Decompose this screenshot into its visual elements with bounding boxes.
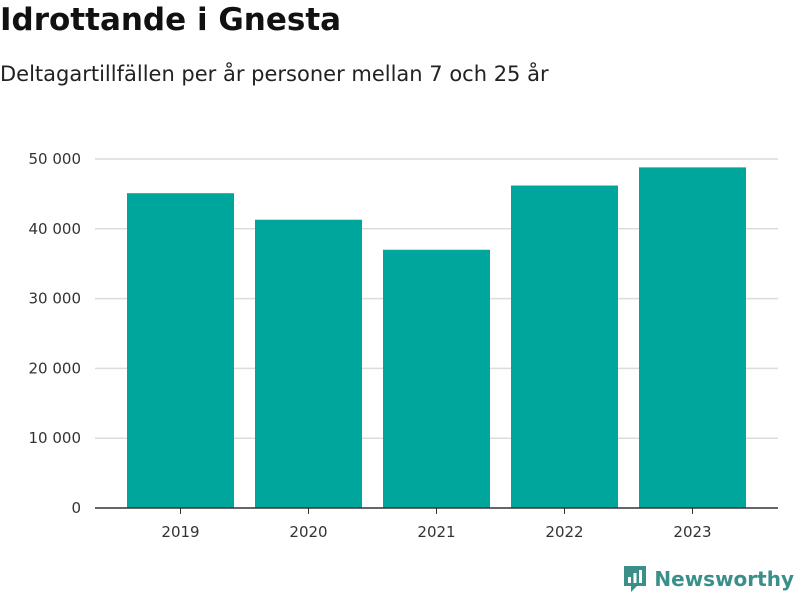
bar-2021 xyxy=(383,249,490,509)
bar-2020 xyxy=(255,219,362,508)
y-tick-label: 20 000 xyxy=(29,359,82,377)
bar-2023 xyxy=(639,167,746,508)
x-tick-label: 2022 xyxy=(545,523,583,541)
bar-chart-logo-icon xyxy=(624,566,647,592)
chart-title: Idrottande i Gnesta xyxy=(0,2,342,38)
y-tick-label: 30 000 xyxy=(29,290,82,308)
x-tick-label: 2020 xyxy=(289,523,327,541)
x-tick-label: 2023 xyxy=(673,523,711,541)
y-tick-label: 0 xyxy=(71,499,81,517)
y-tick-label: 10 000 xyxy=(29,429,82,447)
y-tick-label: 40 000 xyxy=(29,220,82,238)
chart-subtitle: Deltagartillfällen per år personer mella… xyxy=(0,62,549,86)
brand-name: Newsworthy xyxy=(654,567,794,591)
x-tick-label: 2019 xyxy=(161,523,199,541)
x-tick-label: 2021 xyxy=(417,523,455,541)
bars xyxy=(127,167,746,509)
brand-logo: Newsworthy xyxy=(622,564,794,594)
bar-2019 xyxy=(127,193,234,508)
tick-labels: 0 10 000 20 000 30 000 40 000 50 000 2019 2020 2… xyxy=(29,150,712,541)
bar-2022 xyxy=(511,185,618,509)
y-tick-label: 50 000 xyxy=(29,150,82,168)
